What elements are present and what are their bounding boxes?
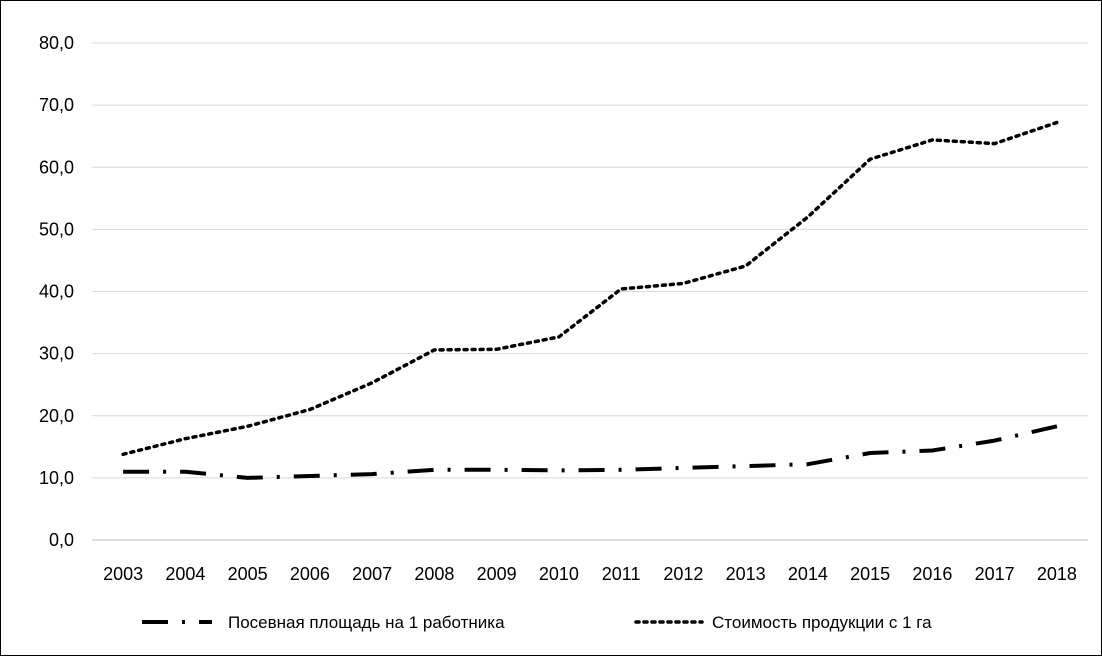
y-tick-label: 70,0 xyxy=(39,95,74,115)
x-tick-label: 2010 xyxy=(539,564,579,584)
x-tick-label: 2011 xyxy=(602,564,641,584)
x-tick-label: 2006 xyxy=(290,564,330,584)
x-tick-label: 2004 xyxy=(165,564,205,584)
x-tick-label: 2014 xyxy=(788,564,828,584)
y-tick-label: 20,0 xyxy=(39,406,74,426)
x-tick-label: 2018 xyxy=(1037,564,1077,584)
x-tick-label: 2003 xyxy=(103,564,143,584)
series-line-2 xyxy=(121,120,1059,457)
legend-label-1: Посевная площадь на 1 работника xyxy=(228,613,505,632)
legend: Посевная площадь на 1 работника Стоимость… xyxy=(142,613,932,632)
x-tick-label: 2012 xyxy=(663,564,703,584)
x-tick-label: 2016 xyxy=(912,564,952,584)
y-tick-label: 50,0 xyxy=(39,219,74,239)
y-tick-label: 40,0 xyxy=(39,282,74,302)
x-tick-label: 2015 xyxy=(850,564,890,584)
gridlines xyxy=(92,42,1088,479)
x-tick-label: 2017 xyxy=(975,564,1015,584)
x-axis-ticks: 2003 2004 2005 2006 2007 2008 2009 2010 2011 2012… xyxy=(103,564,1077,584)
series-lines xyxy=(121,120,1059,480)
y-tick-label: 80,0 xyxy=(39,33,74,53)
x-tick-label: 2005 xyxy=(228,564,268,584)
y-tick-label: 10,0 xyxy=(39,468,74,488)
y-tick-label: 30,0 xyxy=(39,344,74,364)
y-axis-ticks: 0,0 10,0 20,0 30,0 40,0 50,0 60,0 70,0 80,0 xyxy=(39,33,74,550)
x-tick-label: 2007 xyxy=(352,564,392,584)
x-tick-label: 2013 xyxy=(726,564,766,584)
x-tick-label: 2008 xyxy=(414,564,454,584)
y-tick-label: 60,0 xyxy=(39,157,74,177)
x-tick-label: 2009 xyxy=(477,564,517,584)
series-line-1 xyxy=(123,424,1058,480)
y-tick-label: 0,0 xyxy=(49,530,74,550)
legend-label-2: Стоимость продукции с 1 га xyxy=(712,613,932,632)
